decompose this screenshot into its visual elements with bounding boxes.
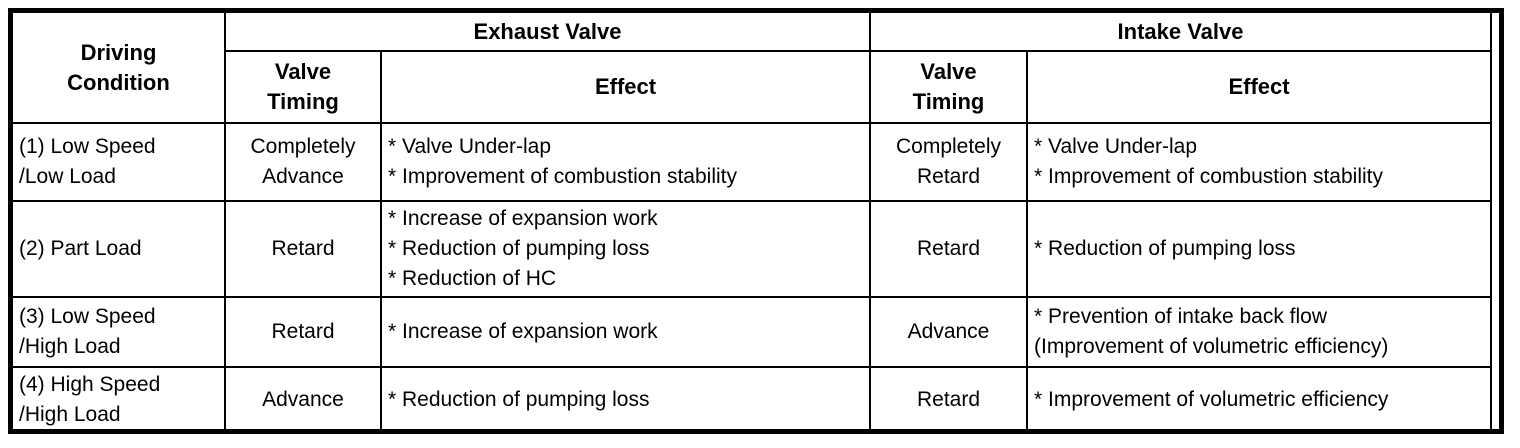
table-row: (3) Low Speed /High Load Retard * Increa… <box>13 296 1492 368</box>
cell-intake-effect-2: * Reduction of pumping loss <box>1026 200 1492 298</box>
header-group-row: Driving Condition Exhaust Valve Intake V… <box>13 13 1492 124</box>
cell-exhaust-effect-1: * Valve Under-lap * Improvement of combu… <box>379 123 872 202</box>
cell-intake-timing-4: Retard <box>869 366 1029 434</box>
table-frame: Driving Condition Exhaust Valve Intake V… <box>8 8 1504 434</box>
cell-exhaust-effect-3: * Increase of expansion work <box>379 296 872 368</box>
cell-intake-timing-2: Retard <box>869 200 1029 298</box>
intake-valve-group-header: Intake Valve <box>869 13 1492 52</box>
cell-exhaust-timing-1: Completely Advance <box>224 123 382 202</box>
cell-intake-timing-1: Completely Retard <box>869 123 1029 202</box>
cell-intake-effect-3: * Prevention of intake back flow (Improv… <box>1026 296 1492 368</box>
exhaust-valve-timing-header: Valve Timing <box>225 50 382 124</box>
exhaust-effect-header: Effect <box>379 50 872 124</box>
intake-valve-timing-header: Valve Timing <box>869 50 1029 124</box>
cell-exhaust-timing-3: Retard <box>224 296 382 368</box>
cell-exhaust-timing-4: Advance <box>224 366 382 434</box>
driving-condition-header: Driving Condition <box>13 13 226 124</box>
cell-exhaust-timing-2: Retard <box>224 200 382 298</box>
cell-intake-timing-3: Advance <box>869 296 1029 368</box>
table-row: (2) Part Load Retard * Increase of expan… <box>13 200 1492 298</box>
cell-intake-effect-4: * Improvement of volumetric efficiency <box>1026 366 1492 434</box>
table-row: (1) Low Speed /Low Load Completely Advan… <box>13 123 1492 202</box>
cell-condition-1: (1) Low Speed /Low Load <box>13 123 226 202</box>
table-row: (4) High Speed /High Load Advance * Redu… <box>13 366 1492 434</box>
cell-exhaust-effect-4: * Reduction of pumping loss <box>379 366 872 434</box>
header-sub-row: Valve Timing Effect Valve Timing Effect <box>13 50 1492 124</box>
cell-condition-4: (4) High Speed /High Load <box>13 366 226 434</box>
cell-condition-2: (2) Part Load <box>13 200 226 298</box>
intake-effect-header: Effect <box>1026 50 1492 124</box>
exhaust-valve-group-header: Exhaust Valve <box>223 13 872 52</box>
cell-intake-effect-1: * Valve Under-lap * Improvement of combu… <box>1026 123 1492 202</box>
cell-exhaust-effect-2: * Increase of expansion work * Reduction… <box>379 200 872 298</box>
valve-timing-table: Driving Condition Exhaust Valve Intake V… <box>13 13 1492 434</box>
cell-condition-3: (3) Low Speed /High Load <box>13 296 226 368</box>
